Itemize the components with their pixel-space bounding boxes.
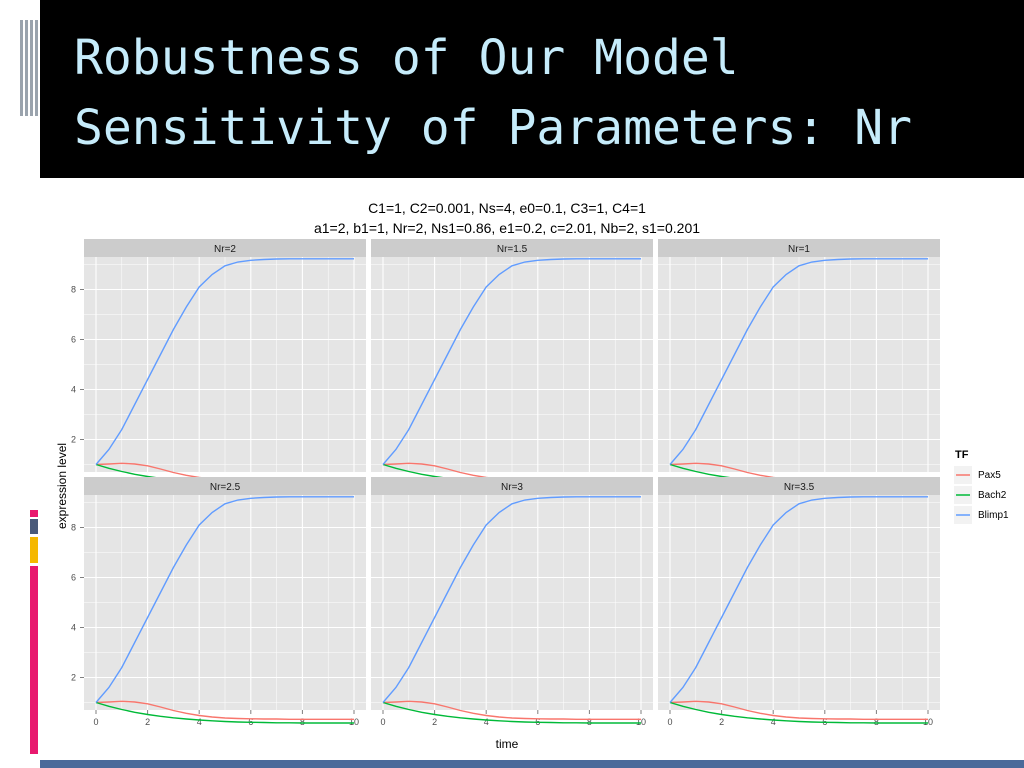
facet-strip: [84, 239, 366, 257]
x-tick-label: 4: [484, 717, 489, 727]
series-line-blimp1: [382, 258, 641, 465]
accent-bar-pink-top: [30, 510, 38, 517]
slide-header: [40, 0, 1024, 178]
x-tick-label: 0: [380, 717, 385, 727]
y-tick-label: 6: [71, 573, 76, 583]
series-line-blimp1: [669, 496, 928, 703]
series-line-pax5: [382, 700, 641, 720]
facet-panel: Nr=1: [658, 239, 940, 486]
x-tick-label: 4: [771, 717, 776, 727]
header-edge-bar: [35, 20, 38, 116]
facet-panel: Nr=3.50 2 4 6 8 10: [658, 477, 940, 727]
facet-strip-label: Nr=2.5: [210, 482, 241, 493]
facet-strip: [658, 239, 940, 257]
x-tick-label: 2: [145, 717, 150, 727]
y-tick-label: 2: [71, 673, 76, 683]
x-tick-label: 0: [667, 717, 672, 727]
series-line-blimp1: [95, 496, 354, 703]
x-tick-label: 10: [636, 717, 646, 727]
facet-panels: Nr=2 2 4 6 8 Nr=1.5 Nr=1 Nr=2.5 2 4 6 8 0 2 4 6 8 10 Nr=3 0…: [71, 239, 940, 727]
facet-strip: [371, 477, 653, 495]
series-line-bach2: [382, 701, 641, 724]
legend-title: TF: [955, 449, 969, 461]
chart-title: C1=1, C2=0.001, Ns=4, e0=0.1, C3=1, C4=1: [368, 200, 646, 216]
x-tick-label: 10: [349, 717, 359, 727]
header-edge-bar: [20, 20, 23, 116]
x-tick-label: 4: [197, 717, 202, 727]
facet-panel: Nr=2 2 4 6 8: [71, 239, 366, 486]
y-tick-label: 8: [71, 523, 76, 533]
y-tick-label: 2: [71, 435, 76, 445]
x-tick-label: 8: [874, 717, 879, 727]
slide-title-line-2: Sensitivity of Parameters: Nr: [74, 100, 913, 156]
facet-strip-label: Nr=1.5: [497, 244, 528, 255]
header-edge-bar: [30, 20, 33, 116]
facet-strip: [84, 477, 366, 495]
facet-strip: [658, 477, 940, 495]
series-line-bach2: [669, 701, 928, 724]
x-tick-label: 10: [923, 717, 933, 727]
legend-label: Pax5: [978, 470, 1001, 481]
bottom-bar: [40, 760, 1024, 768]
series-line-pax5: [95, 700, 354, 720]
x-tick-label: 8: [300, 717, 305, 727]
accent-bar-pink-bottom: [30, 566, 38, 754]
x-tick-label: 2: [432, 717, 437, 727]
facet-strip-label: Nr=1: [788, 244, 810, 255]
facet-strip-label: Nr=2: [214, 244, 236, 255]
header-edge-bar: [25, 20, 28, 116]
x-tick-label: 0: [93, 717, 98, 727]
left-accent-strip: [0, 0, 40, 768]
x-axis-label: time: [496, 737, 519, 751]
legend-label: Bach2: [978, 490, 1007, 501]
y-tick-label: 4: [71, 385, 76, 395]
facet-panel: Nr=1.5: [371, 239, 653, 486]
legend-label: Blimp1: [978, 510, 1009, 521]
facet-strip-label: Nr=3: [501, 482, 523, 493]
x-tick-label: 8: [587, 717, 592, 727]
facet-strip: [371, 239, 653, 257]
header-edge-decoration: [20, 20, 40, 116]
chart-subtitle: a1=2, b1=1, Nr=2, Ns1=0.86, e1=0.2, c=2.…: [314, 220, 700, 236]
series-line-blimp1: [95, 258, 354, 465]
y-tick-label: 4: [71, 623, 76, 633]
series-line-blimp1: [669, 258, 928, 465]
accent-bar-slate: [30, 519, 38, 534]
series-line-pax5: [669, 700, 928, 720]
slide-title-line-1: Robustness of Our Model: [74, 30, 739, 86]
y-tick-label: 8: [71, 285, 76, 295]
y-tick-label: 6: [71, 335, 76, 345]
x-tick-label: 2: [719, 717, 724, 727]
series-line-blimp1: [382, 496, 641, 703]
series-line-bach2: [95, 701, 354, 724]
y-axis-label: expression level: [55, 443, 69, 529]
facet-panel: Nr=30 2 4 6 8 10: [371, 477, 653, 727]
legend: TF Pax5 Bach2 Blimp1: [954, 449, 1009, 524]
facet-strip-label: Nr=3.5: [784, 482, 815, 493]
accent-bar-yellow: [30, 537, 38, 563]
